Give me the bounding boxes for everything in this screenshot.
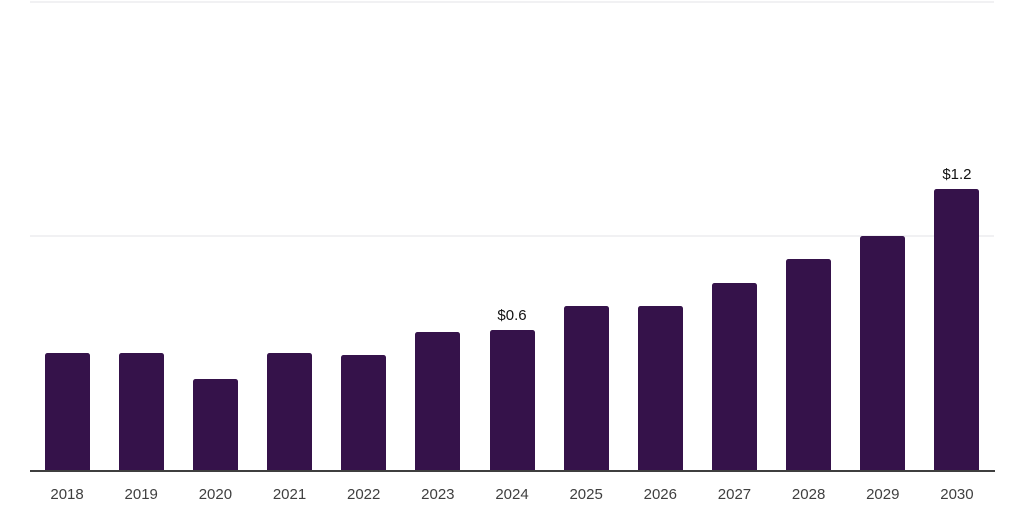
value-label-2030: $1.2: [942, 166, 972, 184]
x-tick-2019: 2019: [124, 486, 158, 503]
x-tick-2020: 2020: [198, 486, 233, 503]
bar-2024[interactable]: [489, 329, 535, 470]
bar-2021[interactable]: [267, 353, 313, 470]
y-gridline-2: [30, 1, 994, 3]
x-tick-2024: 2024: [495, 486, 529, 503]
y-gridline-1: [30, 235, 994, 237]
x-tick-2022: 2022: [347, 486, 381, 503]
x-tick-2018: 2018: [50, 486, 84, 503]
x-tick-2028: 2028: [791, 486, 826, 503]
bar-2023[interactable]: [415, 331, 461, 470]
bar-2027[interactable]: [711, 282, 757, 470]
bar-2018[interactable]: [44, 353, 90, 470]
bar-2025[interactable]: [563, 306, 609, 470]
x-tick-2023: 2023: [421, 486, 455, 503]
x-tick-2029: 2029: [866, 486, 900, 503]
bar-2028[interactable]: [786, 259, 832, 470]
x-tick-2026: 2026: [643, 486, 677, 503]
x-tick-2027: 2027: [717, 486, 752, 503]
bar-2019[interactable]: [118, 353, 164, 470]
x-tick-2021: 2021: [272, 486, 307, 503]
bar-2030[interactable]: [934, 189, 980, 470]
x-tick-2025: 2025: [569, 486, 603, 503]
bar-2022[interactable]: [341, 355, 387, 470]
x-tick-2030: 2030: [940, 486, 974, 503]
value-label-2024: $0.6: [497, 306, 527, 324]
bar-2026[interactable]: [637, 306, 683, 470]
bar-2020[interactable]: [192, 378, 238, 470]
x-axis-line: [30, 470, 995, 472]
bar-2029[interactable]: [860, 236, 906, 470]
